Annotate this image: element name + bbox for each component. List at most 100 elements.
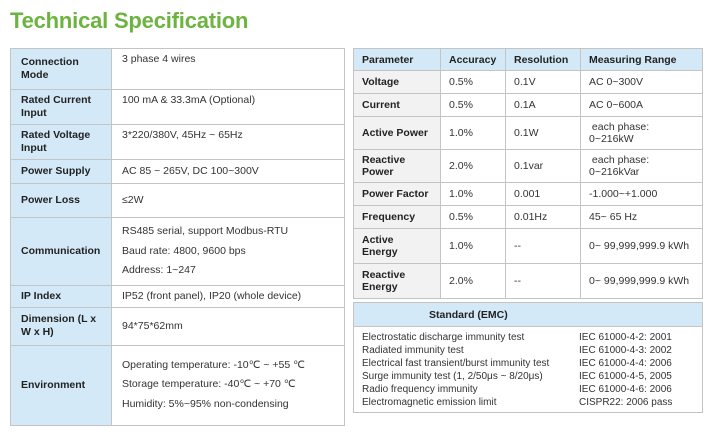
spec-label: Environment	[10, 344, 112, 426]
spec-value: 3 phase 4 wires	[111, 48, 345, 90]
spec-value: 100 mA & 33.3mA (Optional)	[111, 89, 345, 125]
param-resolution: 0.001	[505, 182, 581, 206]
spec-row-power-supply: Power Supply AC 85 ~ 265V, DC 100~300V	[10, 159, 345, 184]
spec-label: Connection Mode	[10, 48, 112, 90]
param-range: -1.000~+1.000	[580, 182, 703, 206]
spec-row-environment: Environment Operating temperature: -10℃ …	[10, 344, 345, 426]
param-name: Reactive Power	[353, 149, 441, 183]
table-row: Active Energy 1.0% -- 0~ 99,999,999.9 kW…	[353, 228, 703, 264]
emc-test: Electrical fast transient/burst immunity…	[362, 358, 550, 369]
spec-row-rated-voltage: Rated Voltage Input 3*220/380V, 45Hz ~ 6…	[10, 124, 345, 160]
param-resolution: --	[505, 263, 581, 299]
emc-list: Electrostatic discharge immunity test IE…	[354, 327, 702, 409]
spec-row-dimension: Dimension (L x W x H) 94*75*62mm	[10, 306, 345, 346]
emc-standard-box: Standard (EMC) Electrostatic discharge i…	[353, 302, 703, 413]
param-resolution: 0.1var	[505, 149, 581, 183]
spec-value: Storage temperature: -40℃ ~ +70 ℃	[122, 378, 296, 391]
param-range-line: each phase:	[589, 120, 650, 133]
spec-label: IP Index	[10, 284, 112, 308]
spec-row-ip-index: IP Index IP52 (front panel), IP20 (whole…	[10, 284, 345, 308]
emc-test: Radio frequency immunity	[362, 384, 478, 395]
param-resolution: --	[505, 228, 581, 264]
param-accuracy: 0.5%	[440, 93, 506, 117]
param-range: 45~ 65 Hz	[580, 205, 703, 229]
spec-label: Rated Voltage Input	[10, 124, 112, 160]
param-name: Active Power	[353, 116, 441, 150]
param-accuracy: 1.0%	[440, 228, 506, 264]
params-header-row: Parameter Accuracy Resolution Measuring …	[353, 48, 703, 71]
spec-label: Power Supply	[10, 159, 112, 184]
emc-test: Surge immunity test (1, 2/50μs ~ 8/20μs)	[362, 371, 543, 382]
spec-value: 94*75*62mm	[111, 306, 345, 346]
emc-standard: IEC 61000-4-4: 2006	[579, 358, 672, 369]
spec-row-power-loss: Power Loss ≤2W	[10, 183, 345, 218]
param-range: 0~ 99,999,999.9 kWh	[580, 228, 703, 264]
spec-value: RS485 serial, support Modbus-RTU	[122, 225, 289, 237]
param-accuracy: 1.0%	[440, 116, 506, 150]
spec-value-list: Operating temperature: -10℃ ~ +55 ℃ Stor…	[111, 344, 345, 426]
table-row: Frequency 0.5% 0.01Hz 45~ 65 Hz	[353, 205, 703, 229]
param-name: Frequency	[353, 205, 441, 229]
emc-row: Radiated immunity test IEC 61000-4-3: 20…	[362, 344, 702, 357]
param-accuracy: 1.0%	[440, 182, 506, 206]
col-header-accuracy: Accuracy	[440, 48, 506, 71]
emc-row: Electrical fast transient/burst immunity…	[362, 357, 702, 370]
spec-value: AC 85 ~ 265V, DC 100~300V	[111, 159, 345, 184]
table-row: Active Power 1.0% 0.1W each phase: 0~216…	[353, 116, 703, 150]
table-row: Reactive Power 2.0% 0.1var each phase: 0…	[353, 149, 703, 183]
table-row: Power Factor 1.0% 0.001 -1.000~+1.000	[353, 182, 703, 206]
emc-row: Electromagnetic emission limit CISPR22: …	[362, 396, 702, 409]
param-range-line: each phase:	[589, 153, 650, 166]
spec-value-list: RS485 serial, support Modbus-RTU Baud ra…	[111, 217, 345, 286]
spec-label: Dimension (L x W x H)	[10, 306, 112, 346]
spec-value: Address: 1~247	[122, 264, 196, 276]
spec-value: 3*220/380V, 45Hz ~ 65Hz	[111, 124, 345, 160]
emc-test: Electrostatic discharge immunity test	[362, 332, 525, 343]
spec-label: Communication	[10, 217, 112, 286]
param-accuracy: 0.5%	[440, 205, 506, 229]
param-range: 0~ 99,999,999.9 kWh	[580, 263, 703, 299]
param-range-line: 0~216kW	[589, 133, 634, 145]
param-resolution: 0.1A	[505, 93, 581, 117]
spec-row-rated-current: Rated Current Input 100 mA & 33.3mA (Opt…	[10, 89, 345, 125]
emc-row: Radio frequency immunity IEC 61000-4-6: …	[362, 383, 702, 396]
emc-header: Standard (EMC)	[354, 303, 702, 327]
param-name: Voltage	[353, 70, 441, 94]
emc-row: Surge immunity test (1, 2/50μs ~ 8/20μs)…	[362, 370, 702, 383]
param-range: each phase: 0~216kVar	[580, 149, 703, 183]
emc-standard: CISPR22: 2006 pass	[579, 397, 673, 408]
param-range: each phase: 0~216kW	[580, 116, 703, 150]
spec-row-connection-mode: Connection Mode 3 phase 4 wires	[10, 48, 345, 90]
spec-row-communication: Communication RS485 serial, support Modb…	[10, 217, 345, 286]
spec-value: Operating temperature: -10℃ ~ +55 ℃	[122, 358, 305, 371]
spec-table: Connection Mode 3 phase 4 wires Rated Cu…	[10, 48, 345, 426]
param-resolution: 0.1W	[505, 116, 581, 150]
emc-test: Electromagnetic emission limit	[362, 397, 497, 408]
emc-row: Electrostatic discharge immunity test IE…	[362, 331, 702, 344]
params-table: Parameter Accuracy Resolution Measuring …	[353, 48, 703, 299]
spec-label: Rated Current Input	[10, 89, 112, 125]
emc-test: Radiated immunity test	[362, 345, 464, 356]
col-header-measuring-range: Measuring Range	[580, 48, 703, 71]
col-header-parameter: Parameter	[353, 48, 441, 71]
param-name: Reactive Energy	[353, 263, 441, 299]
spec-label: Power Loss	[10, 183, 112, 218]
param-accuracy: 2.0%	[440, 149, 506, 183]
param-range-line: 0~216kVar	[589, 166, 640, 178]
param-name: Active Energy	[353, 228, 441, 264]
table-row: Voltage 0.5% 0.1V AC 0~300V	[353, 70, 703, 94]
spec-value: ≤2W	[111, 183, 345, 218]
param-name: Current	[353, 93, 441, 117]
emc-standard: IEC 61000-4-2: 2001	[579, 332, 672, 343]
table-row: Reactive Energy 2.0% -- 0~ 99,999,999.9 …	[353, 263, 703, 299]
param-range: AC 0~600A	[580, 93, 703, 117]
spec-value: Humidity: 5%~95% non-condensing	[122, 397, 289, 410]
param-range: AC 0~300V	[580, 70, 703, 94]
param-accuracy: 2.0%	[440, 263, 506, 299]
table-row: Current 0.5% 0.1A AC 0~600A	[353, 93, 703, 117]
param-resolution: 0.01Hz	[505, 205, 581, 229]
param-name: Power Factor	[353, 182, 441, 206]
param-accuracy: 0.5%	[440, 70, 506, 94]
param-resolution: 0.1V	[505, 70, 581, 94]
emc-standard: IEC 61000-4-3: 2002	[579, 345, 672, 356]
